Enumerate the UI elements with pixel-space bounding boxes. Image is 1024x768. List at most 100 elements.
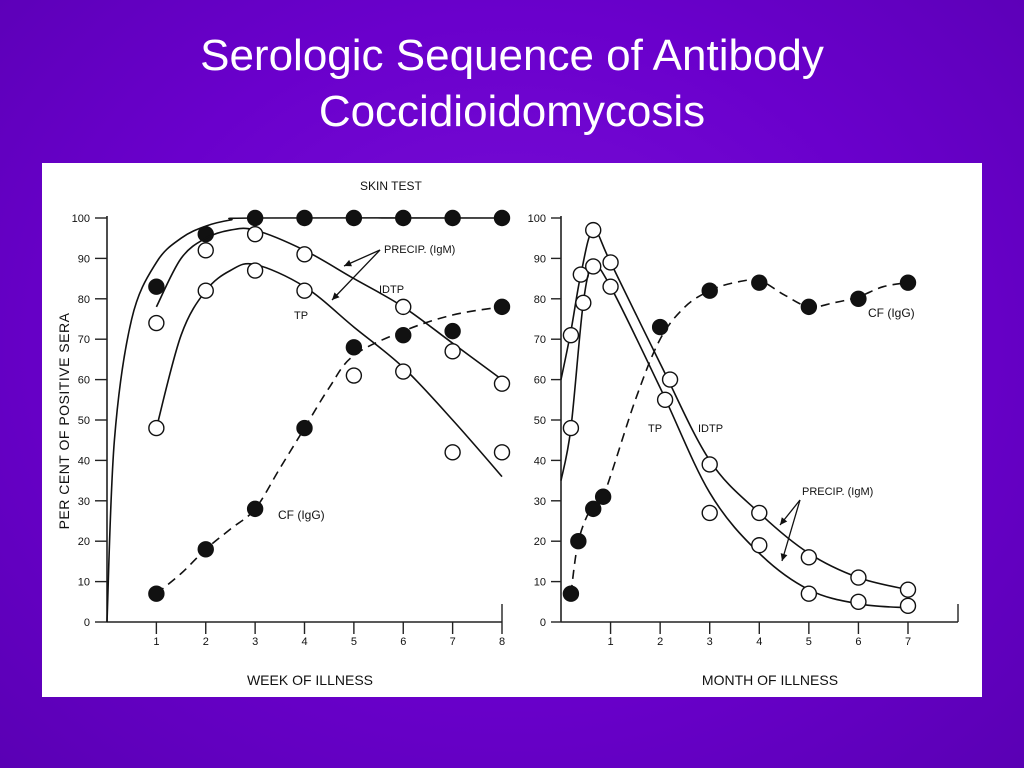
left-y-tick-label: 50 <box>78 415 90 427</box>
left-series-cf-igg-point <box>444 322 461 340</box>
right-y-tick-label: 10 <box>534 577 546 589</box>
right-x-tick-label: 2 <box>657 636 663 648</box>
left-series-tp-point <box>296 282 313 299</box>
left-x-tick-label: 2 <box>203 636 209 648</box>
right-series-idtp-point <box>562 326 580 344</box>
right-y-tick-label: 80 <box>534 294 546 306</box>
right-series-idtp-point <box>800 549 818 566</box>
right-series-tp-point <box>602 278 619 295</box>
left-series-cf-igg-point <box>345 339 363 356</box>
right-x-tick-label: 7 <box>905 636 911 648</box>
left-series-idtp-line <box>155 227 503 381</box>
right-series-cf-igg-point <box>800 298 818 316</box>
left-series-skin-test-point <box>246 209 264 227</box>
left-series-idtp-point <box>246 225 264 243</box>
right-series-idtp-point <box>602 254 619 271</box>
annot-idtp-right: IDTP <box>698 423 723 435</box>
right-series-cf-igg-point <box>570 533 587 550</box>
serology-charts: SKIN TEST PRECIP. (IgM) IDTP TP CF (IgG)… <box>56 179 959 688</box>
right-series-tp-point <box>585 258 602 275</box>
x-axis-title-right: MONTH OF ILLNESS <box>702 672 838 688</box>
left-series-idtp-point <box>197 242 214 259</box>
left-series-cf-igg-point <box>197 541 214 558</box>
left-y-tick-label: 20 <box>78 536 90 548</box>
y-axis-title: PER CENT OF POSITIVE SERA <box>56 312 72 529</box>
left-series-skin-test-point <box>148 278 165 295</box>
arrow-precip-to-idtp-right-head <box>780 517 788 525</box>
right-series-cf-igg-point <box>651 318 669 336</box>
left-y-tick-label: 30 <box>78 496 90 508</box>
slide-title: Serologic Sequence of Antibody Coccidioi… <box>0 28 1024 140</box>
left-series-idtp-point <box>493 375 511 392</box>
left-series-skin-test-point <box>395 209 412 227</box>
plot-left: 0 10 20 30 40 50 60 70 80 90 100 1 2 3 4 5 6 7 8 <box>72 209 511 648</box>
right-y-tick-label: 40 <box>534 455 546 467</box>
right-x-tick-label: 6 <box>855 636 861 648</box>
left-series-idtp-point <box>296 246 313 263</box>
left-series-skin-test-point <box>493 209 511 227</box>
left-series-tp-point <box>444 444 461 461</box>
right-series-idtp-point <box>751 504 768 522</box>
right-x-tick-label: 4 <box>756 636 762 648</box>
right-series-cf-igg-point <box>562 585 580 602</box>
right-y-tick-label: 60 <box>534 375 546 387</box>
left-y-tick-label: 90 <box>78 253 90 265</box>
right-y-tick-label: 20 <box>534 536 546 548</box>
left-series-tp-point <box>493 444 511 461</box>
left-x-tick-label: 5 <box>351 636 357 648</box>
left-series-skin-test-point <box>444 209 461 227</box>
left-x-tick-label: 4 <box>301 636 307 648</box>
right-series-cf-igg-point <box>751 274 768 291</box>
left-series-cf-igg-point <box>246 500 264 518</box>
annot-tp-left: TP <box>294 310 308 322</box>
left-series-cf-igg-point <box>296 419 313 437</box>
right-x-tick-label: 3 <box>707 636 713 648</box>
x-axis-title-left: WEEK OF ILLNESS <box>247 672 373 688</box>
left-series-cf-igg-point <box>148 585 165 602</box>
right-series-tp-point <box>575 294 592 312</box>
left-series-tp-point <box>246 262 264 279</box>
left-x-tick-label: 1 <box>153 636 159 648</box>
right-series-tp-point <box>562 419 580 437</box>
right-series-idtp-point <box>850 569 867 586</box>
right-series-idtp-point <box>585 221 602 239</box>
left-x-tick-label: 6 <box>400 636 406 648</box>
right-y-tick-label: 30 <box>534 496 546 508</box>
left-x-tick-label: 3 <box>252 636 258 648</box>
slide-title-line2: Coccidioidomycosis <box>318 87 706 136</box>
left-series-tp-point <box>197 282 214 299</box>
right-series-cf-igg-point <box>899 274 917 291</box>
right-series-tp-point <box>656 391 674 409</box>
right-series-tp-line <box>560 264 909 609</box>
left-series-idtp-point <box>148 314 165 332</box>
annot-tp-right: TP <box>648 423 662 435</box>
right-series-cf-igg-line <box>570 279 909 594</box>
slide-title-line1: Serologic Sequence of Antibody <box>200 31 824 80</box>
left-x-tick-label: 8 <box>499 636 505 648</box>
plot-right: 0 10 20 30 40 50 60 70 80 90 100 1 2 3 4 5 6 7 <box>528 213 959 648</box>
annot-precip-igm-right: PRECIP. (IgM) <box>802 486 873 498</box>
left-y-tick-label: 40 <box>78 455 90 467</box>
right-x-tick-label: 5 <box>806 636 812 648</box>
right-series-tp-point <box>850 593 867 610</box>
arrow-precip-to-tp-left <box>331 249 381 301</box>
annot-idtp-left: IDTP <box>379 284 404 296</box>
right-series-cf-igg-point <box>594 488 612 505</box>
right-series-cf-igg-point <box>850 290 867 308</box>
left-y-tick-label: 70 <box>78 334 90 346</box>
left-series-tp-line <box>155 262 503 478</box>
left-y-tick-label: 10 <box>78 577 90 589</box>
right-y-tick-label: 90 <box>534 253 546 265</box>
left-series-tp-point <box>395 363 412 380</box>
right-series-tp-point <box>899 597 917 615</box>
left-series-skin-test-point <box>345 209 363 227</box>
left-series-idtp-point <box>395 298 412 316</box>
left-series-cf-igg-point <box>493 298 511 316</box>
left-series-idtp-point <box>444 343 461 360</box>
right-y-tick-label: 70 <box>534 334 546 346</box>
annot-cf-igg-right: CF (IgG) <box>868 306 915 320</box>
left-series-cf-igg-point <box>395 326 412 344</box>
arrow-precip-to-tp-left-head <box>332 292 340 300</box>
right-y-tick-label: 50 <box>534 415 546 427</box>
annot-precip-igm-left: PRECIP. (IgM) <box>384 244 455 256</box>
